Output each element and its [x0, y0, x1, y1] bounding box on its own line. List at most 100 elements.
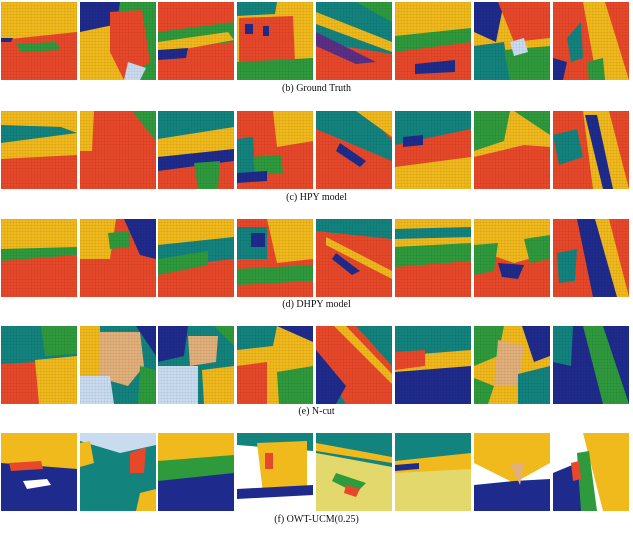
segmentation-map [237, 219, 313, 297]
cell-texture [1, 326, 77, 404]
cell-texture [1, 2, 77, 80]
segmentation-map [158, 111, 234, 189]
segmentation-map [1, 219, 77, 297]
row-ground-truth [0, 2, 633, 80]
cell-texture [316, 2, 392, 80]
segmentation-map [158, 2, 234, 80]
segmentation-map [316, 433, 392, 511]
cell-texture [158, 111, 234, 189]
cell-texture [474, 2, 550, 80]
cell-texture [80, 219, 156, 297]
segmentation-map [553, 219, 629, 297]
segmentation-thumbnail [1, 326, 77, 404]
segmentation-map [1, 433, 77, 511]
cell-texture [316, 111, 392, 189]
cell-texture [553, 326, 629, 404]
segment-region [583, 433, 629, 511]
cell-texture [237, 2, 313, 80]
cell-texture [395, 111, 471, 189]
segmentation-map [474, 433, 550, 511]
segmentation-map [395, 219, 471, 297]
segmentation-thumbnail [316, 2, 392, 80]
segmentation-thumbnail [237, 111, 313, 189]
segment-region [158, 433, 234, 461]
segment-region [265, 453, 273, 469]
segmentation-thumbnail [316, 326, 392, 404]
segmentation-map [474, 111, 550, 189]
segmentation-thumbnail [80, 326, 156, 404]
segmentation-thumbnail [553, 2, 629, 80]
segmentation-map [237, 326, 313, 404]
segmentation-map [553, 111, 629, 189]
segmentation-thumbnail [316, 111, 392, 189]
segmentation-thumbnail [395, 326, 471, 404]
segment-region [1, 433, 77, 469]
caption-owt-ucm: (f) OWT-UCM(0.25) [274, 514, 359, 525]
caption-ncut: (e) N-cut [298, 406, 335, 417]
cell-texture [395, 326, 471, 404]
row-owt-ucm [0, 433, 633, 511]
segmentation-thumbnail [80, 219, 156, 297]
segmentation-map [316, 326, 392, 404]
segment-region [80, 433, 156, 453]
segmentation-thumbnail [1, 219, 77, 297]
segmentation-map [80, 2, 156, 80]
segmentation-thumbnail [158, 2, 234, 80]
segmentation-thumbnail [237, 2, 313, 80]
segmentation-map [237, 433, 313, 511]
segmentation-thumbnail [474, 111, 550, 189]
segmentation-map [316, 111, 392, 189]
segmentation-map [80, 326, 156, 404]
segmentation-thumbnail [395, 111, 471, 189]
cell-texture [395, 219, 471, 297]
segmentation-map [553, 326, 629, 404]
segmentation-thumbnail [553, 326, 629, 404]
cell-texture [237, 111, 313, 189]
row-ncut [0, 326, 633, 404]
segmentation-map [158, 326, 234, 404]
segmentation-map [395, 433, 471, 511]
segment-region [474, 479, 550, 511]
segmentation-thumbnail [237, 433, 313, 511]
segmentation-map [474, 326, 550, 404]
cell-texture [316, 219, 392, 297]
segmentation-map [316, 2, 392, 80]
segmentation-map [395, 2, 471, 80]
segment-region [474, 433, 550, 483]
segmentation-thumbnail [395, 219, 471, 297]
segmentation-map [237, 111, 313, 189]
segmentation-map [316, 219, 392, 297]
segmentation-thumbnail [395, 433, 471, 511]
segmentation-map [1, 111, 77, 189]
segmentation-thumbnail [1, 111, 77, 189]
segmentation-thumbnail [316, 433, 392, 511]
cell-texture [1, 111, 77, 189]
segment-region [80, 441, 94, 467]
cell-texture [80, 111, 156, 189]
segmentation-thumbnail [316, 219, 392, 297]
segment-region [577, 451, 597, 511]
segment-region [395, 469, 471, 511]
segment-region [130, 447, 146, 473]
segmentation-thumbnail [553, 219, 629, 297]
caption-ground-truth: (b) Ground Truth [282, 83, 351, 94]
cell-texture [158, 326, 234, 404]
segment-region [510, 463, 524, 485]
cell-texture [553, 111, 629, 189]
segmentation-map [553, 2, 629, 80]
segmentation-thumbnail [1, 2, 77, 80]
segmentation-map [80, 219, 156, 297]
segmentation-map [474, 219, 550, 297]
segmentation-map [1, 2, 77, 80]
cell-texture [316, 326, 392, 404]
segmentation-thumbnail [237, 219, 313, 297]
cell-texture [80, 326, 156, 404]
segmentation-thumbnail [1, 433, 77, 511]
segmentation-thumbnail [158, 219, 234, 297]
cell-texture [553, 2, 629, 80]
segmentation-thumbnail [553, 433, 629, 511]
segmentation-thumbnail [474, 219, 550, 297]
segmentation-thumbnail [474, 433, 550, 511]
segmentation-thumbnail [80, 111, 156, 189]
segmentation-map [80, 111, 156, 189]
